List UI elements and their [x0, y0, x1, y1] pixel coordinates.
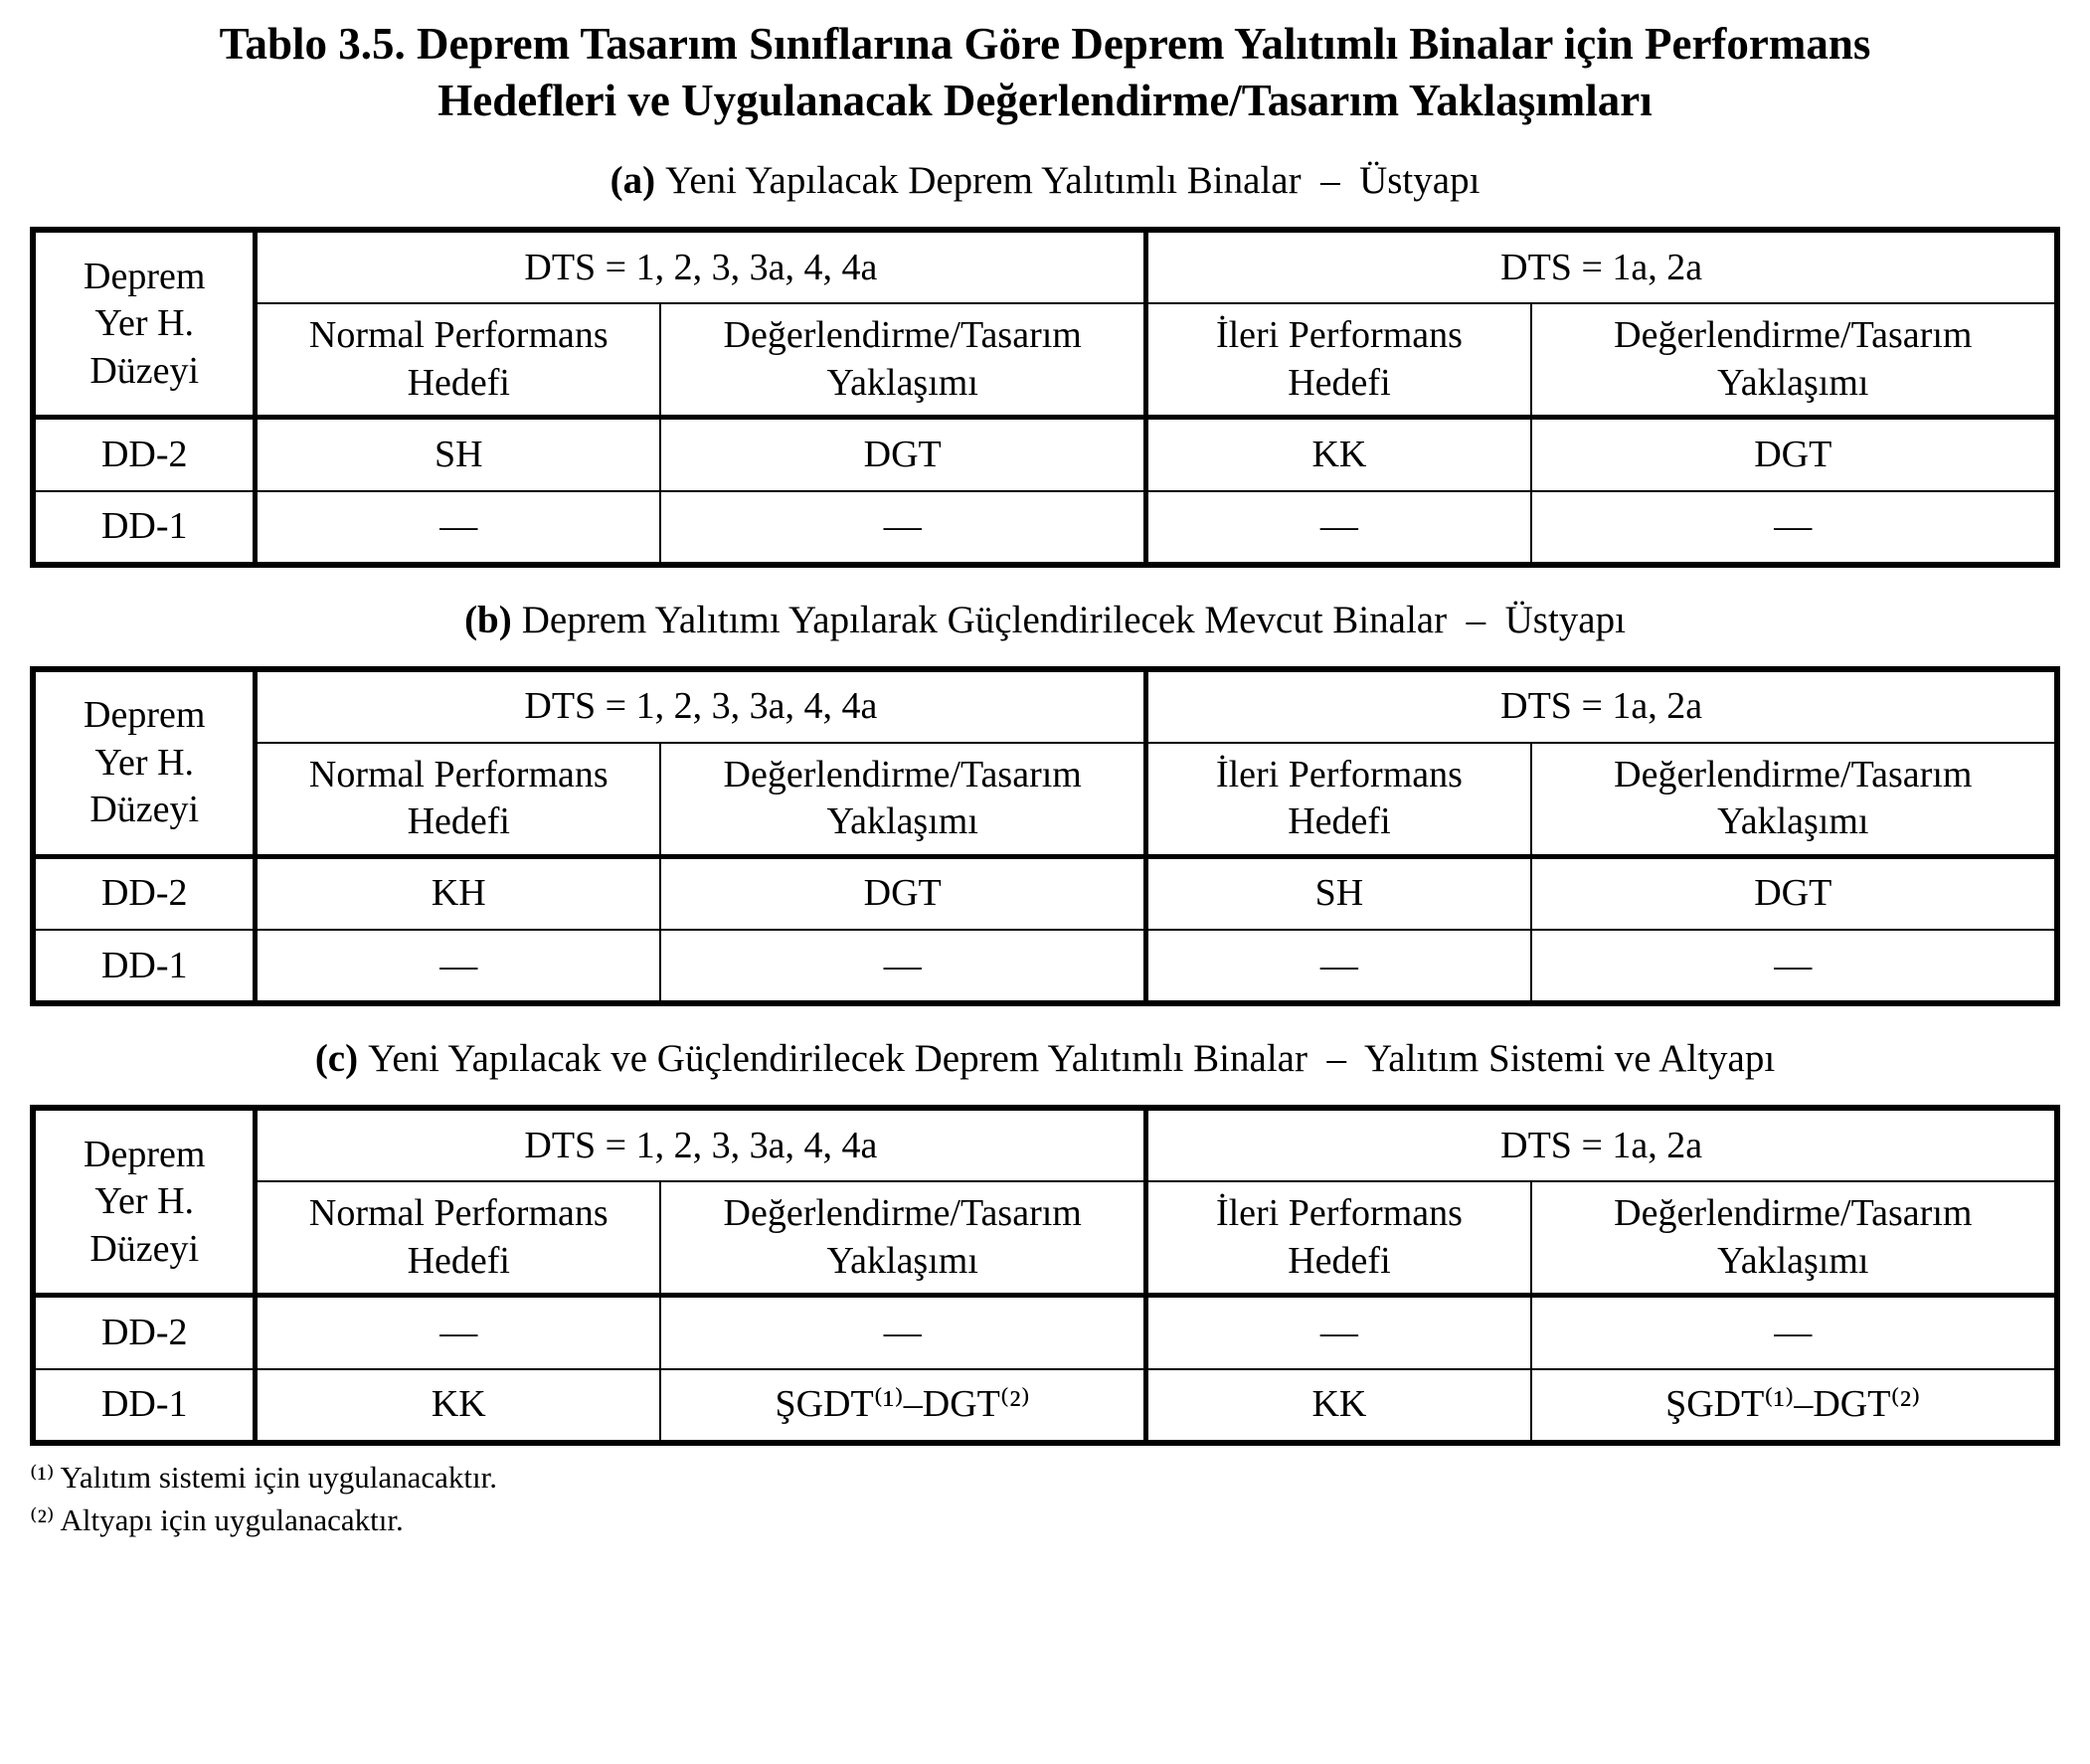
table-row: DD-1 — — — —: [32, 929, 2059, 1005]
footnote-2: ⁽²⁾ Altyapı için uygulanacaktır.: [30, 1499, 2060, 1541]
table-c-row-label-dd2: DD-2: [32, 1294, 259, 1370]
table-a-corner-header: Deprem Yer H. Düzeyi: [32, 229, 259, 421]
table-b-subheader-2: Değerlendirme/Tasarım Yaklaşımı: [659, 741, 1149, 859]
table-row: DD-2 KH DGT SH DGT: [32, 855, 2059, 932]
table-c-caption-prefix: (c): [314, 1037, 359, 1081]
table-b-cell: DGT: [659, 855, 1149, 932]
table-a-cell: DGT: [1529, 416, 2059, 492]
table-b-caption: (b) Deprem Yalıtımı Yapılarak Güçlendiril…: [30, 598, 2060, 642]
table-c-subheader-1: Normal Performans Hedefi: [254, 1180, 662, 1299]
table-b-cell: —: [659, 929, 1149, 1005]
table-b-group1-header: DTS = 1, 2, 3, 3a, 4, 4a: [254, 667, 1149, 744]
table-b-row-label-dd2: DD-2: [32, 855, 259, 932]
table-c-caption-text: Yeni Yapılacak ve Güçlendirilecek Deprem…: [368, 1037, 1776, 1081]
table-a-row-label-dd2: DD-2: [32, 416, 259, 492]
footnote-2-marker: ⁽²⁾: [30, 1502, 55, 1538]
table-a-cell: —: [659, 489, 1149, 566]
table-c: Deprem Yer H. Düzeyi DTS = 1, 2, 3, 3a, …: [30, 1105, 2060, 1446]
table-a-group1-header: DTS = 1, 2, 3, 3a, 4, 4a: [254, 229, 1149, 305]
table-a-cell: DGT: [659, 416, 1149, 492]
table-a-subheader-1: Normal Performans Hedefi: [254, 302, 662, 421]
table-b-cell: —: [254, 929, 662, 1005]
table-b-subheader-1: Normal Performans Hedefi: [254, 741, 662, 859]
table-a-caption-prefix: (a): [610, 159, 656, 203]
footnote-1: ⁽¹⁾ Yalıtım sistemi için uygulanacaktır.: [30, 1456, 2060, 1499]
table-c-group2-header: DTS = 1a, 2a: [1144, 1107, 2059, 1183]
table-c-cell: —: [1144, 1294, 1532, 1370]
table-a-subheader-2: Değerlendirme/Tasarım Yaklaşımı: [659, 302, 1149, 421]
table-a-cell: —: [1529, 489, 2059, 566]
table-c-row-label-dd1: DD-1: [32, 1367, 259, 1444]
table-row: DD-2 SH DGT KK DGT: [32, 416, 2059, 492]
table-c-cell: —: [1529, 1294, 2059, 1370]
table-a-subheader-4: Değerlendirme/Tasarım Yaklaşımı: [1529, 302, 2059, 421]
table-a-subheader-3: İleri Performans Hedefi: [1144, 302, 1532, 421]
table-b-group2-header: DTS = 1a, 2a: [1144, 667, 2059, 744]
table-c-group1-header: DTS = 1, 2, 3, 3a, 4, 4a: [254, 1107, 1149, 1183]
footnotes: ⁽¹⁾ Yalıtım sistemi için uygulanacaktır. …: [30, 1456, 2060, 1542]
table-a-cell: —: [1144, 489, 1532, 566]
table-a-caption: (a) Yeni Yapılacak Deprem Yalıtımlı Binal…: [30, 158, 2060, 203]
table-b-caption-prefix: (b): [464, 598, 512, 641]
table-b-cell: —: [1529, 929, 2059, 1005]
table-c-cell: ŞGDT⁽¹⁾–DGT⁽²⁾: [659, 1367, 1149, 1444]
table-a-row-label-dd1: DD-1: [32, 489, 259, 566]
table-a-cell: SH: [254, 416, 662, 492]
footnote-1-text: Yalıtım sistemi için uygulanacaktır.: [60, 1459, 497, 1495]
table-row: DD-1 — — — —: [32, 489, 2059, 566]
table-b-cell: SH: [1144, 855, 1532, 932]
table-c-cell: —: [254, 1294, 662, 1370]
table-b: Deprem Yer H. Düzeyi DTS = 1, 2, 3, 3a, …: [30, 665, 2060, 1007]
table-c-subheader-4: Değerlendirme/Tasarım Yaklaşımı: [1529, 1180, 2059, 1299]
table-c-cell: KK: [254, 1367, 662, 1444]
table-b-corner-header: Deprem Yer H. Düzeyi: [32, 667, 259, 859]
table-b-row-label-dd1: DD-1: [32, 929, 259, 1005]
table-b-subheader-4: Değerlendirme/Tasarım Yaklaşımı: [1529, 741, 2059, 859]
table-c-corner-header: Deprem Yer H. Düzeyi: [32, 1107, 259, 1299]
table-c-subheader-3: İleri Performans Hedefi: [1144, 1180, 1532, 1299]
table-a-caption-text: Yeni Yapılacak Deprem Yalıtımlı Binalar …: [665, 159, 1480, 203]
footnote-2-text: Altyapı için uygulanacaktır.: [60, 1502, 404, 1538]
table-a: Deprem Yer H. Düzeyi DTS = 1, 2, 3, 3a, …: [30, 227, 2060, 568]
table-a-cell: —: [254, 489, 662, 566]
table-b-cell: KH: [254, 855, 662, 932]
table-a-cell: KK: [1144, 416, 1532, 492]
table-b-cell: DGT: [1529, 855, 2059, 932]
table-row: DD-2 — — — —: [32, 1294, 2059, 1370]
table-c-caption: (c) Yeni Yapılacak ve Güçlendirilecek Dep…: [30, 1036, 2060, 1081]
table-b-caption-text: Deprem Yalıtımı Yapılarak Güçlendirilece…: [521, 598, 1626, 641]
footnote-1-marker: ⁽¹⁾: [30, 1459, 55, 1495]
table-b-subheader-3: İleri Performans Hedefi: [1144, 741, 1532, 859]
table-title: Tablo 3.5. Deprem Tasarım Sınıflarına Gö…: [219, 19, 1871, 125]
table-row: DD-1 KK ŞGDT⁽¹⁾–DGT⁽²⁾ KK ŞGDT⁽¹⁾–DGT⁽²⁾: [32, 1367, 2059, 1444]
table-c-subheader-2: Değerlendirme/Tasarım Yaklaşımı: [659, 1180, 1149, 1299]
table-c-cell: —: [659, 1294, 1149, 1370]
table-a-group2-header: DTS = 1a, 2a: [1144, 229, 2059, 305]
table-c-cell: ŞGDT⁽¹⁾–DGT⁽²⁾: [1529, 1367, 2059, 1444]
table-c-cell: KK: [1144, 1367, 1532, 1444]
table-b-cell: —: [1144, 929, 1532, 1005]
